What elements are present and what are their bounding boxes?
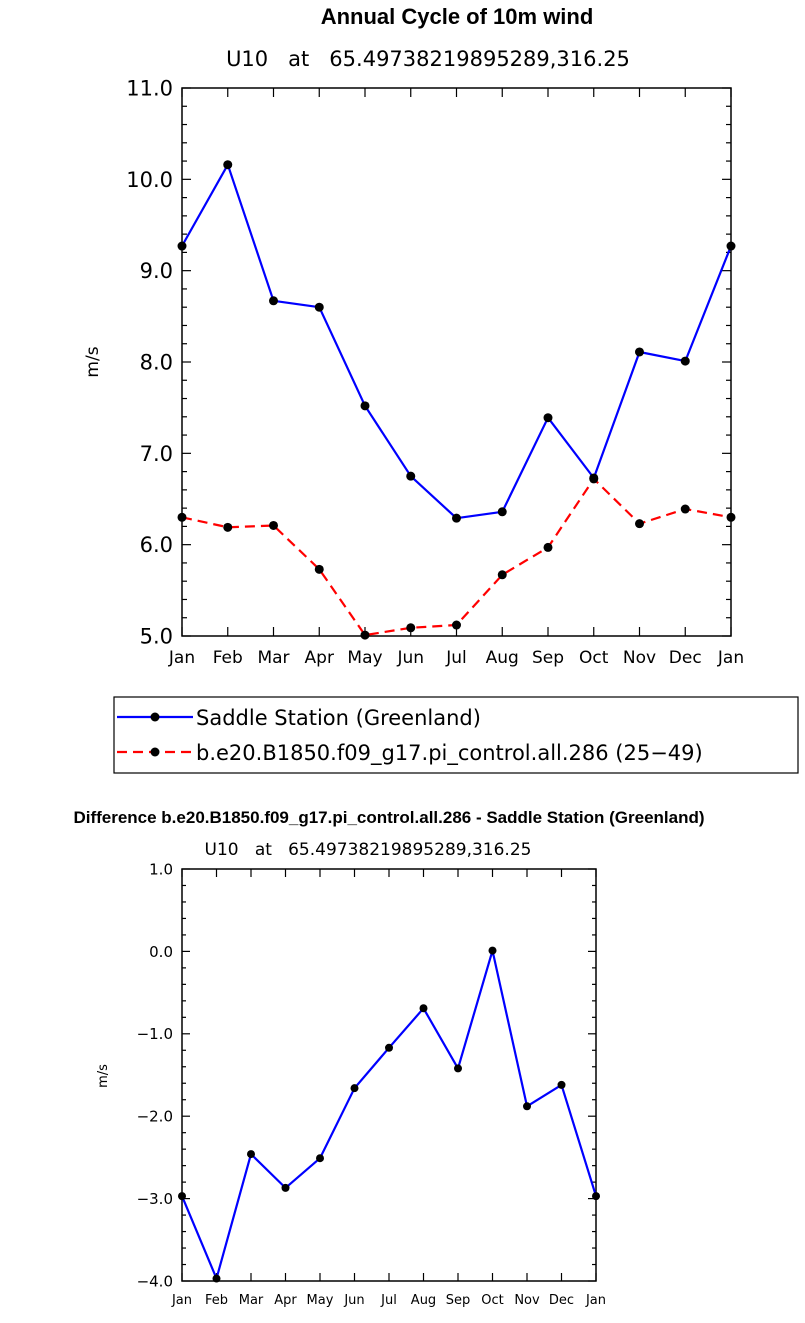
legend-marker-model xyxy=(150,747,160,757)
x-tick-label: Sep xyxy=(532,648,564,668)
x-tick-label: Oct xyxy=(579,648,609,668)
series-1-point xyxy=(177,512,187,522)
y-tick-label: −2.0 xyxy=(137,1108,173,1126)
series-0-point xyxy=(177,241,187,251)
series-0-point xyxy=(635,347,644,357)
series-0-point xyxy=(726,241,736,251)
series-0-point xyxy=(281,1183,290,1192)
series-0-point xyxy=(557,1080,566,1089)
series-0-point xyxy=(314,302,324,312)
series-0-point xyxy=(178,1192,186,1201)
x-tick-label: Jun xyxy=(343,1293,364,1308)
series-line-1 xyxy=(181,477,732,637)
series-1-point xyxy=(635,519,644,529)
chart1-title: Annual Cycle of 10m wind xyxy=(321,4,594,29)
x-tick-label: Dec xyxy=(669,648,702,668)
plot-frame xyxy=(181,868,597,1282)
x-tick-label: Jan xyxy=(585,1293,606,1308)
chart2-title: Difference b.e20.B1850.f09_g17.pi_contro… xyxy=(73,808,704,827)
legend-marker-saddle xyxy=(150,712,160,722)
series-0-point xyxy=(592,1192,600,1201)
series-1-point xyxy=(452,620,461,630)
series-0-point xyxy=(419,1004,428,1013)
chart1-ylabel: m/s xyxy=(83,346,103,377)
y-tick-label: 1.0 xyxy=(149,860,173,878)
chart2-ylabel: m/s xyxy=(96,1064,111,1088)
y-tick-label: 10.0 xyxy=(126,168,173,192)
y-tick-label: 7.0 xyxy=(140,442,173,466)
series-line-0 xyxy=(181,163,733,520)
series-0-point xyxy=(269,296,278,306)
series-0-point xyxy=(680,356,690,366)
x-tick-label: Mar xyxy=(239,1293,264,1308)
x-tick-label: Apr xyxy=(305,648,334,668)
x-tick-label: Nov xyxy=(514,1293,540,1308)
series-0-point xyxy=(543,413,553,423)
x-tick-label: Nov xyxy=(623,648,656,668)
series-1-point xyxy=(589,474,599,484)
x-tick-label: Sep xyxy=(446,1293,471,1308)
chart-difference: Difference b.e20.B1850.f09_g17.pi_contro… xyxy=(73,808,704,1308)
series-1-point xyxy=(543,542,553,552)
x-tick-label: Mar xyxy=(257,648,289,668)
y-tick-label: 11.0 xyxy=(126,77,173,101)
series-0-point xyxy=(316,1154,324,1163)
x-tick-label: Apr xyxy=(274,1293,297,1308)
x-tick-label: Feb xyxy=(205,1293,228,1308)
y-tick-label: 6.0 xyxy=(140,533,173,557)
y-tick-label: −4.0 xyxy=(137,1272,173,1290)
series-1-point xyxy=(314,564,324,574)
y-tick-label: 0.0 xyxy=(149,943,173,961)
series-0-point xyxy=(523,1102,531,1111)
x-tick-label: Jul xyxy=(380,1293,397,1308)
series-0-point xyxy=(247,1150,255,1159)
series-1-point xyxy=(360,630,370,640)
x-tick-label: Jan xyxy=(168,648,195,668)
y-tick-label: 8.0 xyxy=(140,351,173,375)
legend-label-saddle: Saddle Station (Greenland) xyxy=(196,706,481,730)
x-tick-label: Aug xyxy=(411,1293,436,1308)
x-tick-label: Feb xyxy=(213,648,243,668)
legend: Saddle Station (Greenland) b.e20.B1850.f… xyxy=(113,696,799,774)
series-1-point xyxy=(726,512,736,522)
y-tick-label: 5.0 xyxy=(140,625,173,649)
series-1-point xyxy=(406,623,416,633)
x-tick-label: Oct xyxy=(481,1293,503,1308)
legend-label-model: b.e20.B1850.f09_g17.pi_control.all.286 (… xyxy=(196,741,703,766)
series-1-point xyxy=(223,522,233,532)
y-tick-label: 9.0 xyxy=(140,259,173,283)
x-tick-label: May xyxy=(347,648,382,668)
x-tick-label: Jul xyxy=(445,648,467,668)
series-0-point xyxy=(488,946,497,955)
chart-annual-cycle: Annual Cycle of 10m wind U10 at 65.49738… xyxy=(83,4,799,774)
series-0-point xyxy=(385,1043,393,1052)
x-tick-label: May xyxy=(307,1293,334,1308)
legend-box xyxy=(113,696,799,774)
y-tick-label: −3.0 xyxy=(137,1190,173,1208)
x-tick-label: Jan xyxy=(171,1293,192,1308)
plot-frame xyxy=(181,87,732,637)
series-0-point xyxy=(223,160,233,170)
y-tick-label: −1.0 xyxy=(137,1025,173,1043)
x-tick-label: Jan xyxy=(717,648,744,668)
series-1-point xyxy=(269,520,278,530)
series-0-point xyxy=(406,471,416,481)
series-0-point xyxy=(212,1274,221,1283)
x-tick-label: Aug xyxy=(486,648,519,668)
series-0-point xyxy=(452,513,461,523)
series-0-point xyxy=(360,401,370,411)
series-1-point xyxy=(497,570,507,580)
series-1-point xyxy=(680,504,690,514)
chart2-subtitle: U10 at 65.49738219895289,316.25 xyxy=(205,840,532,860)
series-0-point xyxy=(350,1084,359,1093)
series-line-0 xyxy=(180,949,598,1280)
x-tick-label: Jun xyxy=(396,648,424,668)
chart1-subtitle: U10 at 65.49738219895289,316.25 xyxy=(226,47,630,71)
series-0-point xyxy=(454,1064,462,1073)
series-0-point xyxy=(497,507,507,517)
x-tick-label: Dec xyxy=(549,1293,574,1308)
